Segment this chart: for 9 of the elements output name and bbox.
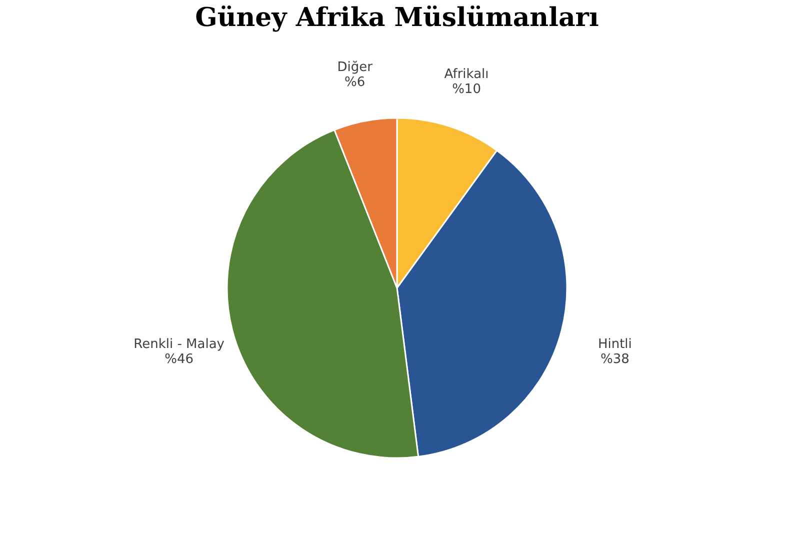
slice-label: Hintli: [598, 336, 632, 352]
data-label: %38: [600, 352, 630, 367]
chart-title: Güney Afrika Müslümanları: [195, 3, 599, 33]
data-label: %46: [164, 352, 194, 367]
slice-label: Diğer: [337, 60, 374, 75]
slice-label: Renkli - Malay: [134, 336, 225, 352]
slice-label: Afrikalı: [444, 67, 489, 82]
data-label: %10: [452, 82, 481, 98]
data-label: %6: [344, 74, 366, 90]
